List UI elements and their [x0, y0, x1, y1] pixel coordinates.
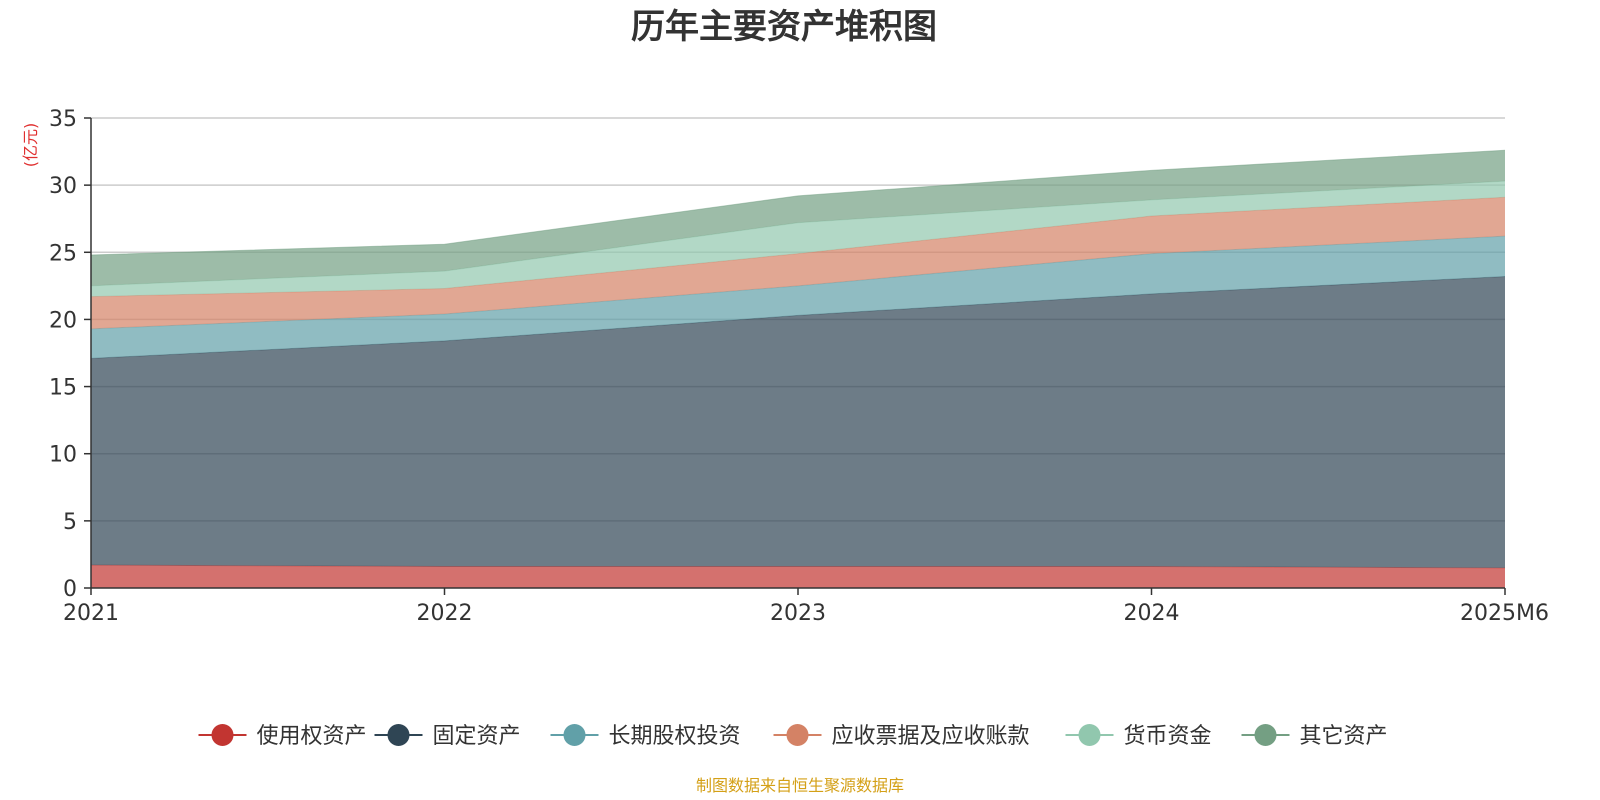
x-tick-label: 2024 [1124, 601, 1180, 626]
area-series-5 [91, 150, 1505, 286]
legend-item-2[interactable]: 长期股权投资 [550, 724, 741, 749]
y-tick-label: 20 [49, 308, 77, 333]
legend-marker-icon [211, 724, 234, 746]
areas [90, 149, 1506, 588]
y-tick-label: 10 [49, 443, 77, 468]
legend-marker-icon [563, 724, 586, 746]
area-series-0 [91, 565, 1505, 588]
legend-marker-icon [1254, 724, 1277, 746]
area-series-2 [91, 236, 1505, 359]
y-axis-unit: (亿元) [21, 123, 40, 168]
x-tick-label: 2022 [417, 601, 473, 626]
legend-item-3[interactable]: 应收票据及应收账款 [773, 724, 1030, 749]
legend-label: 应收票据及应收账款 [832, 724, 1030, 749]
y-tick-label: 35 [49, 107, 77, 132]
area-edge-3 [90, 196, 1506, 298]
legend-label: 其它资产 [1300, 724, 1388, 749]
y-tick-label: 0 [63, 577, 77, 602]
legend-marker-icon [786, 724, 809, 746]
x-tick-label: 2023 [770, 601, 826, 626]
legend-item-1[interactable]: 固定资产 [374, 724, 521, 749]
legend-item-4[interactable]: 货币资金 [1065, 724, 1212, 749]
chart-title: 历年主要资产堆积图 [631, 7, 937, 47]
y-tick-label: 25 [49, 241, 77, 266]
legend-label: 货币资金 [1124, 724, 1212, 749]
axes: 0 5 10 15 20 25 30 35 2021 2022 2023 2024 2025M6 [49, 107, 1549, 626]
legend-label: 使用权资产 [257, 724, 367, 749]
legend-label: 固定资产 [433, 724, 521, 749]
x-tick-label: 2021 [63, 601, 119, 626]
legend-marker-icon [387, 724, 410, 746]
source-note: 制图数据来自恒生聚源数据库 [696, 776, 904, 795]
x-tick-label: 2025M6 [1460, 601, 1549, 626]
legend-item-0[interactable]: 使用权资产 [198, 724, 367, 749]
legend-item-5[interactable]: 其它资产 [1241, 724, 1388, 749]
legend-marker-icon [1078, 724, 1101, 746]
area-series-4 [91, 181, 1505, 297]
y-tick-label: 15 [49, 376, 77, 401]
y-tick-label: 5 [63, 510, 77, 535]
area-series-3 [91, 197, 1505, 329]
area-edge-5 [90, 149, 1506, 256]
legend[interactable]: 使用权资产 固定资产 长期股权投资 应收票据及应收账款 货币资金 其它资产 [198, 724, 1388, 749]
legend-label: 长期股权投资 [609, 724, 741, 749]
y-tick-label: 30 [49, 174, 77, 199]
area-series-1 [91, 276, 1505, 568]
